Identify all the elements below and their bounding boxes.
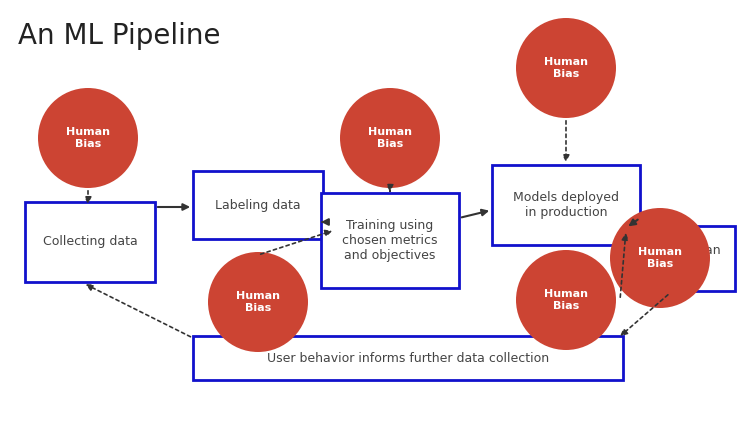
Circle shape xyxy=(516,18,616,118)
Text: Collecting data: Collecting data xyxy=(43,235,137,248)
Text: Human
Bias: Human Bias xyxy=(66,127,110,149)
Text: Human
Bias: Human Bias xyxy=(544,57,588,79)
Circle shape xyxy=(38,88,138,188)
Circle shape xyxy=(516,250,616,350)
Text: Human
Bias: Human Bias xyxy=(638,247,682,269)
Circle shape xyxy=(340,88,440,188)
FancyBboxPatch shape xyxy=(193,171,323,239)
Text: Labeling data: Labeling data xyxy=(215,198,301,211)
Text: Human
Bias: Human Bias xyxy=(368,127,412,149)
Text: User behavior informs further data collection: User behavior informs further data colle… xyxy=(267,352,549,365)
Text: Models deployed
in production: Models deployed in production xyxy=(513,191,619,219)
FancyBboxPatch shape xyxy=(625,226,735,290)
Text: Training using
chosen metrics
and objectives: Training using chosen metrics and object… xyxy=(342,218,438,261)
Text: An ML Pipeline: An ML Pipeline xyxy=(18,22,220,50)
Text: Human
Bias: Human Bias xyxy=(544,289,588,311)
Text: Users see an
effect: Users see an effect xyxy=(639,244,720,272)
FancyBboxPatch shape xyxy=(492,165,640,245)
FancyBboxPatch shape xyxy=(321,192,459,288)
FancyBboxPatch shape xyxy=(193,336,623,380)
Text: Human
Bias: Human Bias xyxy=(236,291,280,313)
Circle shape xyxy=(208,252,308,352)
FancyBboxPatch shape xyxy=(25,202,155,282)
Circle shape xyxy=(610,208,710,308)
